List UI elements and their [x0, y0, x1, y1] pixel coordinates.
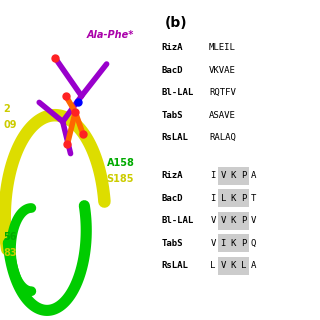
Text: P: P — [241, 239, 246, 248]
Text: V: V — [211, 216, 216, 225]
Text: RizA: RizA — [162, 44, 183, 52]
Text: P: P — [241, 194, 246, 203]
FancyBboxPatch shape — [218, 189, 228, 207]
Text: V: V — [211, 239, 216, 248]
Text: BacD: BacD — [162, 66, 183, 75]
FancyBboxPatch shape — [239, 167, 249, 185]
Text: RsLAL: RsLAL — [162, 261, 188, 270]
Text: S185: S185 — [107, 174, 134, 184]
FancyBboxPatch shape — [228, 212, 239, 230]
FancyBboxPatch shape — [239, 189, 249, 207]
Text: VKVAE: VKVAE — [209, 66, 236, 75]
FancyBboxPatch shape — [228, 189, 239, 207]
Text: Bl-LAL: Bl-LAL — [162, 88, 194, 97]
Text: RsLAL: RsLAL — [162, 133, 188, 142]
Text: L: L — [211, 261, 216, 270]
Text: L: L — [220, 194, 226, 203]
Text: A: A — [251, 172, 256, 180]
Text: A158: A158 — [107, 158, 134, 168]
Text: V: V — [220, 261, 226, 270]
Text: P: P — [241, 172, 246, 180]
Text: V: V — [220, 216, 226, 225]
Text: 56: 56 — [3, 232, 17, 242]
Text: (b): (b) — [165, 16, 188, 30]
FancyBboxPatch shape — [228, 257, 239, 275]
Text: K: K — [231, 172, 236, 180]
Text: I: I — [211, 172, 216, 180]
Text: T: T — [251, 194, 256, 203]
FancyBboxPatch shape — [218, 257, 228, 275]
FancyBboxPatch shape — [239, 234, 249, 252]
FancyBboxPatch shape — [218, 234, 228, 252]
FancyBboxPatch shape — [228, 234, 239, 252]
Text: K: K — [231, 261, 236, 270]
Text: 2: 2 — [3, 104, 10, 114]
FancyBboxPatch shape — [218, 167, 228, 185]
Text: V: V — [251, 216, 256, 225]
Text: ASAVE: ASAVE — [209, 111, 236, 120]
Text: K: K — [231, 194, 236, 203]
Text: BacD: BacD — [162, 194, 183, 203]
Text: TabS: TabS — [162, 239, 183, 248]
FancyBboxPatch shape — [239, 212, 249, 230]
Text: RQTFV: RQTFV — [209, 88, 236, 97]
Text: I: I — [211, 194, 216, 203]
Text: K: K — [231, 239, 236, 248]
FancyBboxPatch shape — [218, 212, 228, 230]
FancyBboxPatch shape — [228, 167, 239, 185]
Text: 83: 83 — [3, 248, 17, 258]
Text: Bl-LAL: Bl-LAL — [162, 216, 194, 225]
Text: TabS: TabS — [162, 111, 183, 120]
Text: A: A — [251, 261, 256, 270]
Text: L: L — [241, 261, 246, 270]
Text: 09: 09 — [3, 120, 17, 130]
Text: RizA: RizA — [162, 172, 183, 180]
Text: RALAQ: RALAQ — [209, 133, 236, 142]
Text: V: V — [220, 172, 226, 180]
Text: I: I — [220, 239, 226, 248]
Text: Q: Q — [251, 239, 256, 248]
Text: K: K — [231, 216, 236, 225]
Text: P: P — [241, 216, 246, 225]
FancyBboxPatch shape — [239, 257, 249, 275]
Text: Ala-Phe*: Ala-Phe* — [86, 30, 134, 40]
Text: MLEIL: MLEIL — [209, 44, 236, 52]
